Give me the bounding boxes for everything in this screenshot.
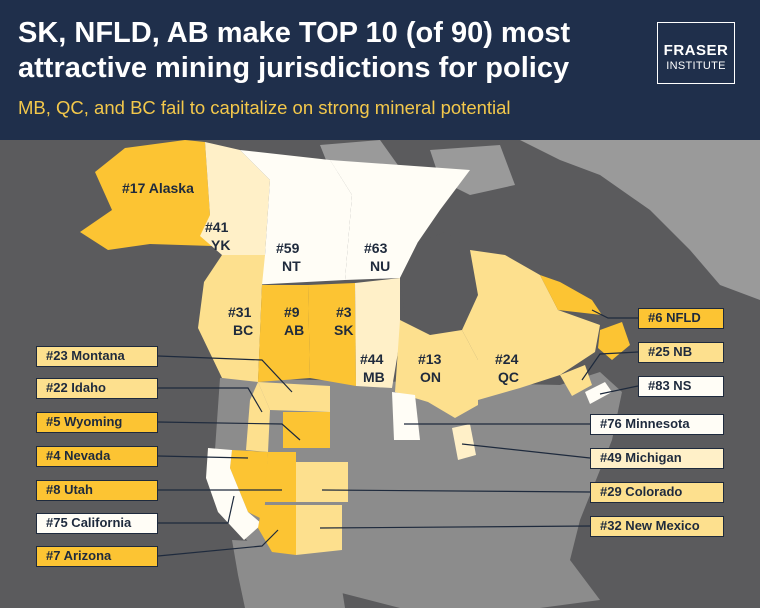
leader-line-idaho: [158, 387, 263, 413]
callout-nb: #25 NB: [638, 342, 724, 363]
leader-lines: [157, 309, 639, 557]
callout-minnesota: #76 Minnesota: [590, 414, 724, 435]
region-arizona: [258, 505, 296, 555]
callout-idaho: #22 Idaho: [36, 378, 158, 399]
label-yukon-rank: #41: [205, 219, 229, 235]
title-line-2: attractive mining jurisdictions for poli…: [18, 52, 570, 84]
page-subtitle: MB, QC, and BC fail to capitalize on str…: [18, 97, 511, 118]
region-nevada: [230, 450, 268, 520]
leader-line-nb: [581, 351, 639, 381]
label-qc-code: QC: [498, 369, 519, 385]
label-alaska: #17 Alaska: [122, 180, 194, 196]
greenland-land: [520, 140, 760, 300]
region-manitoba: [355, 278, 400, 388]
mexico-land: [232, 540, 345, 608]
region-montana: [258, 382, 330, 412]
leader-line-ns: [599, 385, 639, 395]
callout-nfld: #6 NFLD: [638, 308, 724, 329]
leader-line-new-mexico: [319, 525, 591, 529]
region-new-brunswick: [560, 365, 592, 396]
leader-line-nevada: [157, 455, 249, 459]
region-alberta: [258, 285, 310, 382]
region-nova-scotia: [585, 382, 612, 404]
callout-colorado: #29 Colorado: [590, 482, 724, 503]
label-nt-rank: #59: [276, 240, 300, 256]
label-nu-rank: #63: [364, 240, 388, 256]
callout-new-mexico: #32 New Mexico: [590, 516, 724, 537]
label-yukon-code: YK: [211, 237, 230, 253]
region-utah: [264, 452, 296, 502]
leader-line-california: [158, 495, 235, 524]
callout-wyoming: #5 Wyoming: [36, 412, 158, 433]
page-title: SK, NFLD, AB make TOP 10 (of 90) most at…: [18, 16, 618, 86]
header-banner: SK, NFLD, AB make TOP 10 (of 90) most at…: [0, 0, 760, 140]
region-quebec: [462, 250, 600, 400]
fraser-institute-logo: FRASER INSTITUTE: [657, 22, 735, 84]
logo-text-institute: INSTITUTE: [666, 60, 726, 72]
region-wyoming: [283, 412, 330, 448]
leader-line-nfld: [591, 309, 638, 319]
title-line-1: SK, NFLD, AB make TOP 10 (of 90) most: [18, 17, 571, 49]
label-on-rank: #13: [418, 351, 442, 367]
label-sk-rank: #3: [336, 304, 352, 320]
region-ontario: [395, 320, 478, 418]
leader-line-michigan: [461, 443, 591, 459]
region-british-columbia: [198, 255, 265, 382]
label-qc-rank: #24: [495, 351, 519, 367]
callout-montana: #23 Montana: [36, 346, 158, 367]
callout-ns: #83 NS: [638, 376, 724, 397]
callout-arizona: #7 Arizona: [36, 546, 158, 567]
region-minnesota: [392, 392, 420, 440]
region-idaho: [246, 382, 270, 452]
leader-line-wyoming: [157, 421, 301, 441]
leader-line-arizona: [157, 529, 279, 557]
label-on-code: ON: [420, 369, 441, 385]
callout-california: #75 California: [36, 513, 158, 534]
label-nt-code: NT: [282, 258, 301, 274]
callout-utah: #8 Utah: [36, 480, 158, 501]
callout-nevada: #4 Nevada: [36, 446, 158, 467]
region-northwest-territories: [240, 150, 352, 285]
leader-line-montana: [157, 355, 293, 393]
label-mb-rank: #44: [360, 351, 384, 367]
hudson-bay-water: [400, 232, 478, 335]
region-saskatchewan: [308, 283, 356, 386]
region-michigan: [452, 424, 476, 460]
region-labrador: [540, 275, 602, 315]
region-newfoundland-island: [598, 322, 630, 360]
label-nu-code: NU: [370, 258, 390, 274]
label-bc-code: BC: [233, 322, 253, 338]
region-alaska: [80, 140, 232, 250]
label-sk-code: SK: [334, 322, 353, 338]
region-new-mexico: [296, 505, 342, 555]
region-california: [206, 448, 262, 540]
label-bc-rank: #31: [228, 304, 252, 320]
region-nunavut: [330, 160, 470, 280]
leader-line-colorado: [321, 489, 591, 493]
callout-michigan: #49 Michigan: [590, 448, 724, 469]
label-ab-rank: #9: [284, 304, 300, 320]
logo-text-fraser: FRASER: [663, 42, 729, 59]
label-ab-code: AB: [284, 322, 304, 338]
region-yukon: [200, 142, 270, 255]
label-mb-code: MB: [363, 369, 385, 385]
region-colorado: [296, 462, 348, 502]
